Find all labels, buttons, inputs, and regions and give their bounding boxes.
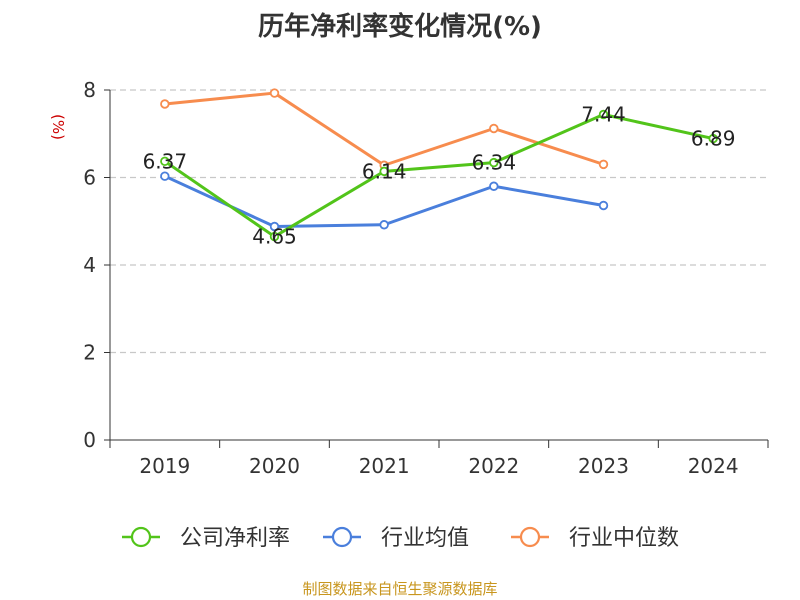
data-point [269,231,280,242]
x-tick-label: 2022 [468,454,519,478]
data-label: 6.37 [143,149,188,173]
data-labels: 6.37 4.65 6.14 6.34 7.44 6.89 [143,103,736,249]
data-point [379,220,389,230]
data-label: 6.14 [362,159,407,183]
legend-label: 行业均值 [381,526,469,551]
x-tick-label: 2023 [578,454,629,478]
data-label: 4.65 [252,225,297,249]
source-note: 制图数据来自恒生聚源数据库 [302,580,498,598]
legend-marker [130,526,152,548]
y-tick-label: 0 [83,428,96,452]
y-tick-label: 2 [83,341,96,365]
legend-marker [331,526,353,548]
data-point [379,166,389,177]
data-point [489,123,499,134]
data-point [269,88,280,98]
legend-label: 行业中位数 [569,526,679,551]
data-point [708,133,718,144]
axes: 0 2 4 6 8 2019 2020 2021 2022 2023 2024 (%) [49,78,769,478]
y-tick-label: 6 [83,166,96,190]
data-point [598,200,609,211]
x-tick-label: 2019 [139,454,190,478]
x-tick-label: 2020 [249,454,300,478]
series-line [164,174,604,228]
data-label: 6.89 [691,127,736,151]
series-lines [160,88,718,242]
legend-label: 公司净利率 [180,526,290,551]
data-point [489,157,499,168]
data-point [269,221,280,232]
data-point [160,171,170,181]
data-point [489,181,499,191]
legend-marker [519,526,541,548]
data-label: 7.44 [581,103,626,127]
data-point [160,156,170,167]
data-point [598,109,609,120]
series-line [163,113,714,239]
series-line [164,91,604,167]
data-label: 6.34 [472,151,517,175]
y-axis-label: (%) [49,114,67,140]
y-tick-label: 8 [83,78,96,102]
y-tick-label: 4 [83,253,96,277]
data-point [598,159,609,170]
chart-title: 历年净利率变化情况(%) [258,12,542,42]
x-tick-label: 2024 [688,454,739,478]
legend: 公司净利率 行业均值 行业中位数 [122,526,679,551]
x-tick-label: 2021 [359,454,410,478]
data-point [160,99,170,109]
